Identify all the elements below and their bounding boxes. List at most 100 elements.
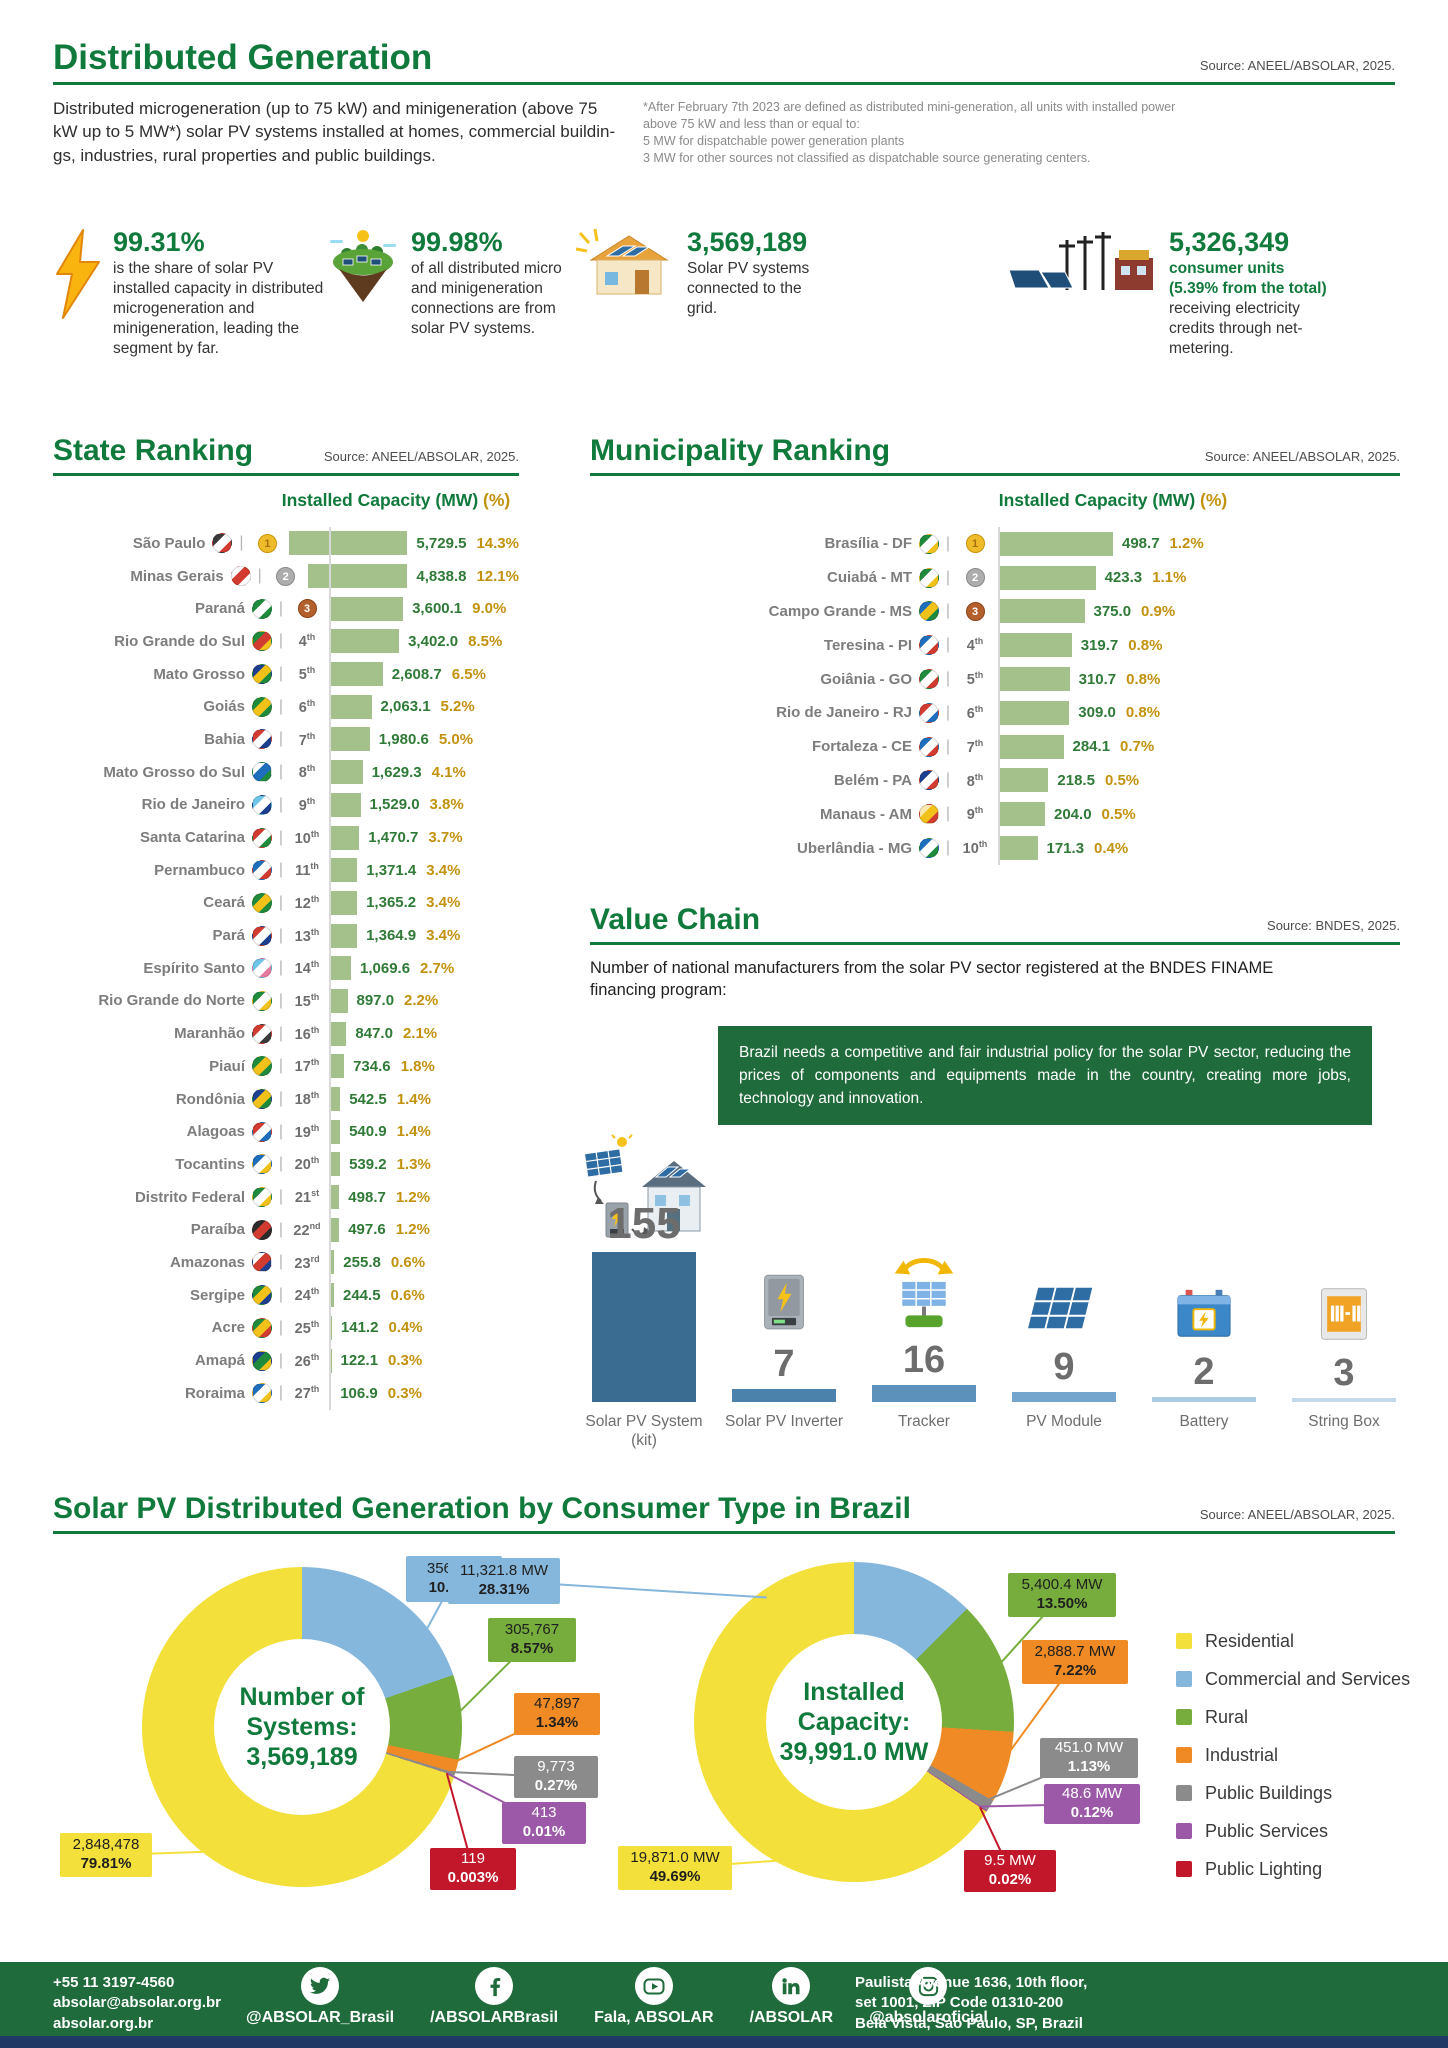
capacity-value: 2,608.7 [391,665,442,683]
social-link--absolar-brasil[interactable]: @ABSOLAR_Brasil [246,1967,394,2027]
stat-text: 3,569,189 Solar PV systems connected to t… [687,228,825,319]
legend-item-residential: Residential [1176,1622,1410,1660]
capacity-bar [998,836,1038,861]
column-header: Installed Capacity (MW) (%) [988,490,1238,511]
capacity-value: 5,729.5 [416,534,467,552]
phone-number: +55 11 3197-4560 [53,1974,175,1991]
value-chain-column-tracker: 16 Tracker [854,1197,994,1456]
consumer-section-title: Solar PV Distributed Generation by Consu… [53,1492,911,1525]
region-name: Sergipe [189,1286,245,1304]
percent-column-label: (%) [1200,490,1228,510]
medal-icon-rank-2: 2 [276,566,296,586]
ranking-row: Amapá | 26th 122.1 0.3% [53,1344,519,1377]
ranking-row: Piauí | 17th 734.6 1.8% [53,1050,519,1083]
email-address[interactable]: absolar@absolar.org.br [53,1994,222,2012]
stat-value: 99.98% [411,227,503,257]
stat-text: 99.31% is the share of solar PV installed… [113,228,327,358]
rank-label: 5th [966,670,984,688]
donut-callouts: 2,848,47879.81%356,74210.00%305,7678.57%… [0,1480,1448,1962]
callout-percent: 0.27% [534,1777,578,1794]
youtube-icon[interactable] [634,1967,673,2005]
social-handle[interactable]: /ABSOLARBrasil [430,2009,559,2026]
stat-item: 99.98% of all distributed micro and minig… [327,228,575,358]
instagram-icon[interactable] [909,1967,948,2005]
rank-divider: | [278,632,284,650]
legend-item-rural: Rural [1176,1698,1410,1736]
capacity-value: 1,365.2 [366,894,417,912]
value-chain-stack: 7 [714,1197,854,1402]
social-handle[interactable]: /ABSOLAR [749,2009,834,2026]
capacity-bar [329,694,372,719]
legend-label: Public Services [1205,1820,1329,1841]
callout-public-lighting: 119 0.003% [430,1848,516,1890]
callout-value: 119 [461,1850,485,1868]
stat-item: 99.31% is the share of solar PV installed… [55,228,327,358]
capacity-value: 734.6 [353,1057,391,1075]
capacity-bar [289,531,408,556]
capacity-bar [329,1315,332,1340]
capacity-value: 539.2 [349,1155,387,1173]
legend-swatch [1176,1823,1192,1839]
capacity-value: 1,629.3 [371,763,422,781]
rank-divider: | [945,737,951,755]
capacity-percent: 0.3% [388,1352,423,1370]
flag-icon-par- [252,925,272,946]
region-name: Campo Grande - MS [768,602,912,620]
capacity-bar [998,565,1096,590]
social-link--absolar[interactable]: /ABSOLAR [749,1967,834,2027]
source-note: Source: BNDES, 2025. [1267,918,1400,933]
capacity-bar [998,531,1113,556]
callout-value: 451.0 MW [1054,1739,1124,1757]
rank-label: 23rd [294,1253,320,1272]
rank-label: 25th [294,1318,320,1337]
capacity-percent: 4.1% [431,763,466,781]
region-name: Paraíba [190,1221,245,1239]
callout-percent: 79.81% [80,1855,132,1872]
callout-commercial-and-services: 11,321.8 MW 28.31% [448,1558,560,1604]
website-url[interactable]: absolar.org.br [53,2014,154,2032]
legend-label: Rural [1205,1706,1249,1727]
rank-divider: | [278,959,284,977]
rank-divider: | [239,534,244,552]
capacity-percent: 14.3% [476,534,519,552]
intro-text-line: Distributed microgeneration (up to 75 kW… [53,99,598,118]
value-chain-column-battery: 2 Battery [1134,1197,1274,1456]
callout-percent: 49.69% [649,1868,701,1885]
footnote-line: 3 MW for other sources not classified as… [643,150,1091,165]
facebook-icon[interactable] [475,1967,514,2005]
medal-icon-rank-3: 3 [965,601,985,621]
twitter-icon[interactable] [301,1967,340,2005]
capacity-percent: 0.3% [387,1384,422,1402]
rank-divider: | [278,861,284,879]
capacity-bar [998,734,1064,759]
rank-divider: | [278,1286,284,1304]
capacity-value: 2,063.1 [380,698,431,716]
social-handle[interactable]: @absolaroficial [869,2009,988,2026]
rank-divider: | [278,1122,284,1140]
social-link--absolaroficial[interactable]: @absolaroficial [869,1967,988,2027]
donut-title-line: Systems: [246,1713,358,1741]
linkedin-icon[interactable] [772,1967,811,2005]
social-handle[interactable]: Fala, ABSOLAR [594,2009,714,2026]
social-link-fala-absolar[interactable]: Fala, ABSOLAR [594,1967,714,2027]
capacity-bar [329,956,351,981]
social-handle[interactable]: @ABSOLAR_Brasil [246,2009,395,2026]
footer: +55 11 3197-4560 absolar@absolar.org.br … [0,1962,1448,2036]
rank-label: 18th [294,1090,320,1108]
footnote: *After February 7th 2023 are defined as … [643,97,1395,167]
capacity-value: 1,470.7 [368,829,419,847]
callout-value: 11,321.8 MW [459,1562,549,1580]
value-chain-stack: 9 [994,1197,1134,1402]
flag-icon-teresina-pi [919,635,939,656]
social-link--absolarbrasil[interactable]: /ABSOLARBrasil [430,1967,558,2027]
state-ranking-section: State Ranking Source: ANEEL/ABSOLAR, 202… [53,436,519,1410]
flag-icon-mato-grosso [252,664,272,685]
region-name: Pará [212,927,245,945]
rank-label: 8th [298,763,316,782]
capacity-percent: 0.8% [1125,704,1161,722]
flag-icon-piau- [252,1056,272,1077]
capacity-percent: 0.8% [1126,670,1161,688]
rank-label: 4th [966,636,984,655]
systems-donut-center-label: Number of Systems: 3,569,189 [142,1567,462,1887]
rank-label: 17th [294,1057,320,1076]
